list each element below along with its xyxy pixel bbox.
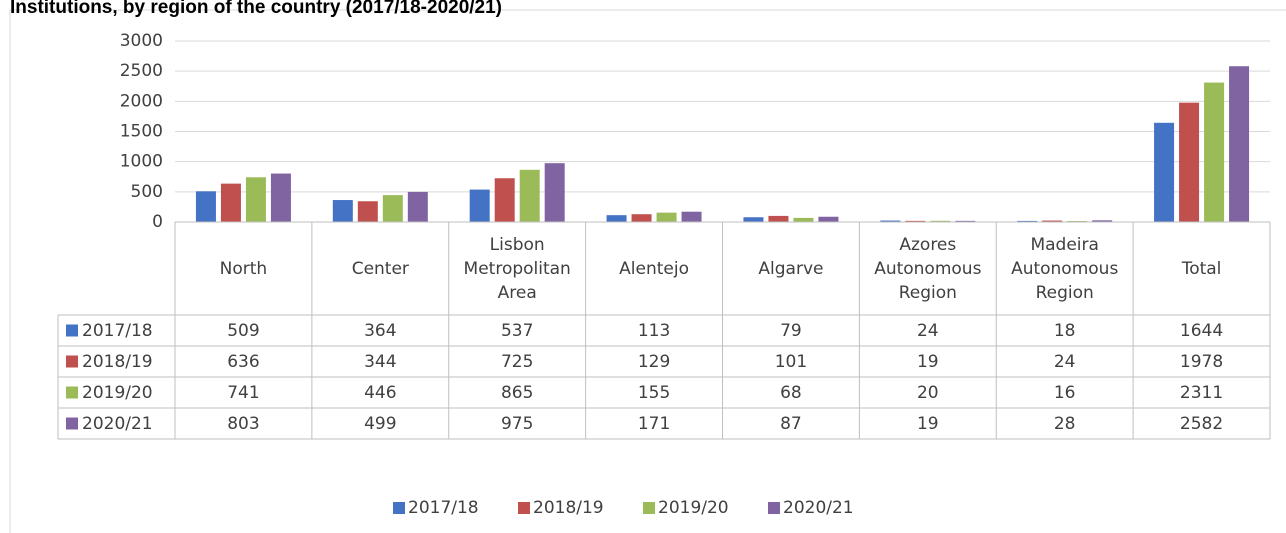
category-label: Center <box>351 258 409 279</box>
table-value: 364 <box>364 320 397 341</box>
chart-title: Institutions, by region of the country (… <box>10 0 502 18</box>
category-label: Total <box>1181 258 1222 279</box>
table-value: 68 <box>780 382 802 403</box>
table-value: 803 <box>227 413 260 434</box>
y-tick-label: 1000 <box>120 152 163 172</box>
bar <box>407 191 428 222</box>
y-tick-label: 2500 <box>120 61 163 81</box>
bar <box>270 173 291 222</box>
table-value: 171 <box>637 413 671 434</box>
bar <box>469 189 490 222</box>
table-value: 113 <box>637 320 671 341</box>
table-value: 18 <box>1053 320 1076 341</box>
category-label: Lisbon Metropolitan Area <box>463 234 571 303</box>
bar <box>519 169 540 222</box>
legend-label: 2018/19 <box>533 498 604 518</box>
series-label: 2018/19 <box>82 351 153 372</box>
table-value: 1644 <box>1179 320 1224 341</box>
bar <box>544 163 565 222</box>
table-value: 155 <box>637 382 671 403</box>
table-value: 87 <box>780 413 802 434</box>
table-value: 2582 <box>1179 413 1224 434</box>
bar <box>905 220 926 222</box>
bar <box>245 177 266 222</box>
table-value: 101 <box>774 351 808 372</box>
bar <box>743 217 764 222</box>
table-value: 24 <box>916 320 939 341</box>
y-tick-label: 500 <box>131 182 163 202</box>
bar <box>768 215 789 222</box>
bar <box>357 201 378 222</box>
bar <box>1179 102 1200 222</box>
table-value: 741 <box>227 382 260 403</box>
bar <box>382 195 403 222</box>
table-value: 24 <box>1053 351 1076 372</box>
table-value: 129 <box>637 351 671 372</box>
legend-key <box>66 417 78 430</box>
category-label: Azores Autonomous Region <box>874 234 982 303</box>
y-tick-label: 1500 <box>120 122 163 142</box>
bar <box>1154 122 1175 222</box>
bar <box>494 178 515 222</box>
series-label: 2019/20 <box>82 382 153 403</box>
bar <box>606 215 627 222</box>
legend-key <box>66 324 78 337</box>
bar <box>955 220 976 222</box>
bar <box>880 220 901 222</box>
bar <box>930 220 951 222</box>
bar <box>332 200 353 222</box>
table-value: 344 <box>364 351 397 372</box>
legend-label: 2019/20 <box>658 498 729 518</box>
bar <box>1042 220 1063 222</box>
bar <box>195 191 216 222</box>
table-value: 2311 <box>1179 382 1224 403</box>
legend-key <box>518 502 530 514</box>
bar <box>631 214 652 222</box>
table-value: 537 <box>500 320 534 341</box>
table-value: 636 <box>227 351 260 372</box>
table-value: 509 <box>227 320 260 341</box>
table-value: 20 <box>916 382 939 403</box>
table-value: 79 <box>780 320 802 341</box>
table-value: 446 <box>364 382 397 403</box>
bar <box>793 217 814 222</box>
legend-key <box>66 386 78 399</box>
table-value: 725 <box>500 351 534 372</box>
category-label: Alentejo <box>619 258 689 279</box>
legend-key <box>643 502 655 514</box>
legend-label: 2017/18 <box>408 498 479 518</box>
y-tick-label: 3000 <box>120 31 163 51</box>
table-value: 499 <box>364 413 397 434</box>
table-value: 19 <box>916 413 939 434</box>
bar <box>656 212 677 222</box>
bar <box>220 183 241 222</box>
table-value: 19 <box>916 351 939 372</box>
series-label: 2020/21 <box>82 413 153 434</box>
series-label: 2017/18 <box>82 320 153 341</box>
y-tick-label: 2000 <box>120 91 163 111</box>
table-value: 1978 <box>1179 351 1224 372</box>
category-label: North <box>219 258 268 279</box>
bar <box>1204 82 1225 222</box>
category-label: Madeira Autonomous Region <box>1011 234 1119 303</box>
bar <box>681 211 702 222</box>
category-label: Algarve <box>758 258 824 279</box>
table-value: 28 <box>1053 413 1076 434</box>
bar <box>1017 220 1038 222</box>
legend-key <box>393 502 405 514</box>
bar <box>818 216 839 222</box>
y-tick-label: 0 <box>152 212 163 232</box>
bar <box>1229 66 1250 222</box>
table-value: 975 <box>500 413 534 434</box>
table-value: 16 <box>1053 382 1076 403</box>
chart-frame <box>9 9 1286 533</box>
legend-label: 2020/21 <box>783 498 854 518</box>
bar <box>1092 220 1113 222</box>
legend-key <box>768 502 780 514</box>
legend-key <box>66 355 78 368</box>
table-value: 865 <box>500 382 534 403</box>
